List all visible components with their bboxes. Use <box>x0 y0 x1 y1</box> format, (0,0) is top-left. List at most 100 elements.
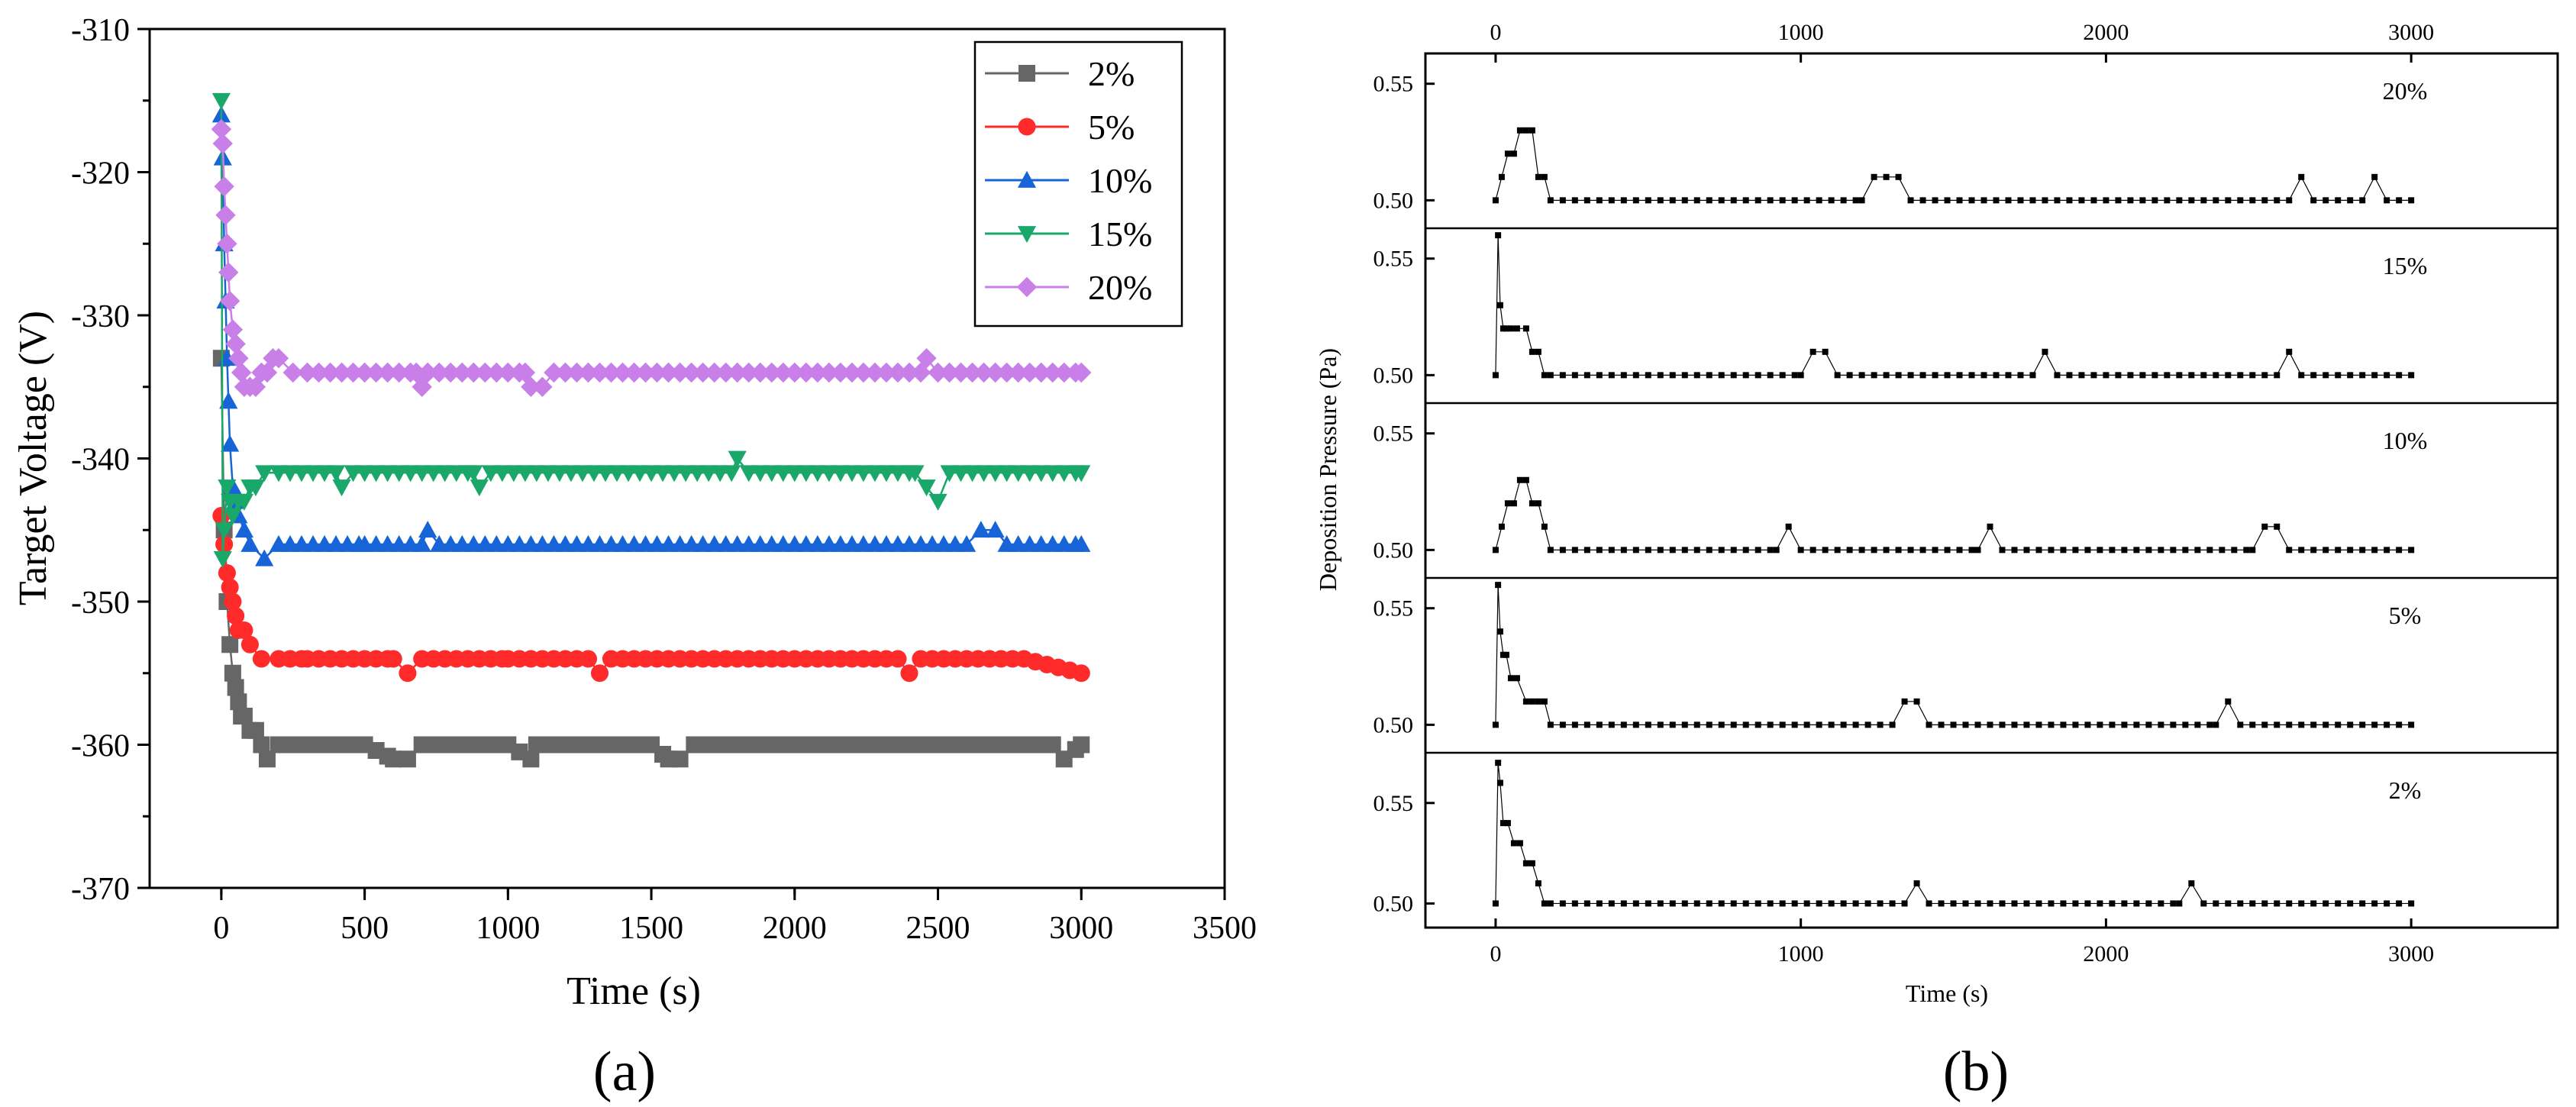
data-point <box>215 205 236 225</box>
series-line <box>220 129 1082 390</box>
data-point <box>1889 721 1896 728</box>
data-point <box>1730 900 1737 907</box>
data-point <box>1583 197 1590 204</box>
data-point <box>2274 900 2281 907</box>
data-point <box>2347 900 2354 907</box>
data-point <box>1510 150 1517 157</box>
data-point <box>2042 348 2048 355</box>
data-point <box>1571 547 1578 554</box>
data-point <box>221 434 240 452</box>
data-point <box>2274 197 2281 204</box>
data-point <box>864 362 886 383</box>
data-point <box>1754 900 1761 907</box>
data-point <box>1495 760 1502 767</box>
data-point <box>1706 900 1712 907</box>
data-point <box>2261 721 2268 728</box>
data-point <box>578 362 599 383</box>
data-point <box>1645 721 1651 728</box>
data-point <box>1669 721 1676 728</box>
data-point <box>2011 900 2018 907</box>
data-point <box>1632 197 1639 204</box>
data-point <box>567 362 587 383</box>
data-point <box>2090 372 2097 379</box>
data-point <box>2182 547 2189 554</box>
data-point <box>1864 900 1871 907</box>
data-point <box>1547 547 1554 554</box>
data-point <box>692 362 713 383</box>
data-point <box>2408 372 2415 379</box>
data-point <box>2072 547 2079 554</box>
data-point <box>2237 197 2244 204</box>
legend-marker <box>1018 65 1035 82</box>
data-point <box>1620 372 1627 379</box>
data-point <box>1559 197 1566 204</box>
data-point <box>1791 721 1798 728</box>
data-point <box>1968 197 1975 204</box>
data-point <box>1528 348 1535 355</box>
data-point <box>1852 721 1859 728</box>
data-point <box>1779 372 1786 379</box>
data-point <box>727 362 747 383</box>
data-point <box>1693 547 1700 554</box>
data-point <box>1730 547 1737 554</box>
data-point <box>1883 372 1890 379</box>
data-point <box>1535 880 1541 887</box>
y-tick-label: 0.50 <box>1374 188 1414 213</box>
data-point <box>1767 197 1774 204</box>
data-point <box>2371 173 2378 180</box>
data-point <box>681 362 702 383</box>
data-point <box>2011 721 2018 728</box>
data-point <box>1889 900 1896 907</box>
data-point <box>1498 173 1505 180</box>
data-point <box>2286 547 2293 554</box>
data-point <box>1681 900 1688 907</box>
data-point <box>2145 900 2152 907</box>
data-point <box>2060 547 2067 554</box>
data-point <box>841 362 863 383</box>
data-point <box>2127 197 2134 204</box>
data-point <box>253 736 270 754</box>
y-tick-label: 0.50 <box>1374 891 1414 916</box>
data-point <box>777 736 795 754</box>
data-point <box>1785 523 1792 530</box>
data-point <box>2335 721 2342 728</box>
data-point <box>1516 127 1523 134</box>
data-point <box>1895 547 1902 554</box>
data-point <box>1669 197 1676 204</box>
data-point <box>1877 721 1884 728</box>
data-point <box>218 563 236 583</box>
data-point <box>2286 348 2293 355</box>
data-point <box>221 636 239 654</box>
data-point <box>2359 721 2366 728</box>
data-point <box>1681 372 1688 379</box>
data-point <box>401 534 420 552</box>
data-point <box>1067 741 1084 758</box>
panel-a-legend: 2% 5% 10% 15% 20% <box>973 40 1183 328</box>
data-point <box>2274 721 2281 728</box>
legend-marker <box>1018 118 1036 136</box>
data-point <box>2237 900 2244 907</box>
data-point <box>1718 900 1725 907</box>
data-point <box>2109 900 2116 907</box>
data-point <box>2396 372 2403 379</box>
data-point <box>487 534 506 552</box>
data-point <box>1779 900 1786 907</box>
data-point <box>1834 547 1841 554</box>
data-point <box>1528 698 1535 705</box>
data-point <box>418 521 437 538</box>
data-point <box>1019 362 1040 383</box>
data-point <box>1496 302 1503 308</box>
data-point <box>1528 127 1535 134</box>
subpanel-20pct: 0.50 0.55 20% <box>1374 72 2428 214</box>
data-point <box>1547 900 1554 907</box>
series-line <box>1495 235 2412 376</box>
data-point <box>2249 547 2256 554</box>
data-point <box>1840 721 1847 728</box>
data-point <box>2243 547 2250 554</box>
data-point <box>1852 197 1859 204</box>
data-point <box>1999 900 2006 907</box>
data-point <box>2115 197 2122 204</box>
x-tick-label: 2500 <box>906 911 970 946</box>
